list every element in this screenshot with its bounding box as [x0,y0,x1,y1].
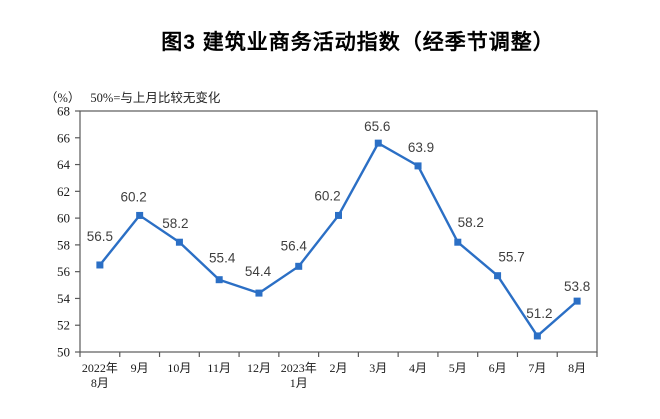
x-axis-category-label: 10月 [167,361,191,375]
series-line [98,141,579,338]
data-point-label: 60.2 [121,189,147,204]
x-axis-category-label: 4月 [409,361,427,375]
data-point-marker [136,211,144,219]
data-point-marker [454,238,462,246]
x-axis-category-label: 2023年 1月 [281,361,317,390]
data-point-label: 56.5 [87,229,113,244]
data-point-label: 58.2 [162,216,188,231]
data-point-marker [494,272,502,280]
data-point-marker [295,262,303,270]
data-point-label: 60.2 [314,188,340,203]
data-point-marker [215,276,223,284]
x-axis-category-label: 2月 [329,361,347,375]
data-point-marker [96,261,104,269]
y-axis-tick-label: 62 [57,184,70,199]
y-axis-tick-label: 68 [57,104,70,119]
data-point-label: 55.4 [209,251,236,266]
data-point-label: 65.6 [364,119,390,134]
data-point-marker [374,139,382,147]
x-axis-category-label: 7月 [528,361,546,375]
y-axis-tick-label: 58 [57,237,70,252]
data-point-label: 55.7 [498,250,524,265]
data-point-marker [255,289,263,297]
data-point-label: 63.9 [408,140,434,155]
data-point-marker [175,238,183,246]
data-point-marker [533,332,541,340]
x-axis-category-label: 8月 [568,361,586,375]
y-axis-tick-label: 52 [57,318,70,333]
y-axis-unit-label: （%） [45,91,81,105]
x-axis-category-label: 9月 [131,361,149,375]
data-point-label: 56.4 [281,238,308,253]
data-point-label: 53.8 [564,279,590,294]
y-axis-tick-label: 50 [57,345,70,360]
y-axis-tick-label: 60 [57,211,70,226]
plot-border [79,110,598,353]
x-axis-category-label: 2022年 8月 [82,361,118,390]
data-point-label: 51.2 [526,306,552,321]
data-point-marker [573,297,581,305]
data-point-label: 58.2 [458,215,484,230]
y-axis-tick-label: 66 [57,130,71,145]
data-point-marker [414,162,422,170]
x-axis-category-label: 12月 [247,361,271,375]
data-point-marker [335,211,342,219]
chart-title: 图3 建筑业商务活动指数（经季节调整） [161,31,555,54]
x-axis-category-label: 11月 [207,361,231,375]
y-axis-tick-label: 54 [57,291,71,306]
reference-note: 50%=与上月比较无变化 [90,91,221,105]
x-axis-category-label: 5月 [449,361,467,375]
x-axis-category-label: 3月 [369,361,387,375]
y-axis-tick-label: 56 [57,264,71,279]
data-point-label: 54.4 [245,264,272,279]
x-axis-category-label: 6月 [489,361,507,375]
chart-subtitle: （%） 50%=与上月比较无变化 [45,87,220,106]
y-axis-tick-label: 64 [57,157,71,172]
